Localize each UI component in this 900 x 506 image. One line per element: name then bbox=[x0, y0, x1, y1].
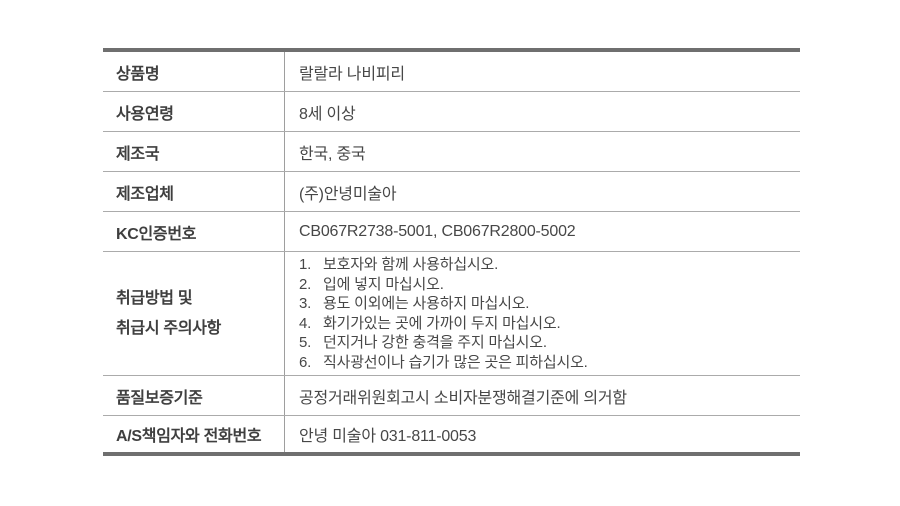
row-value: 안녕 미술아 031-811-0053 bbox=[299, 428, 477, 445]
table-row-kc-certification: KC인증번호 CB067R2738-5001, CB067R2800-5002 bbox=[103, 212, 800, 252]
precaution-text: 화기가있는 곳에 가까이 두지 마십시오. bbox=[323, 314, 561, 332]
row-value: CB067R2738-5001, CB067R2800-5002 bbox=[299, 222, 576, 240]
row-label: 제조국 bbox=[103, 132, 285, 171]
precaution-item: 2. 입에 넣지 마십시오. bbox=[299, 275, 792, 295]
row-label-line: 취급방법 및 bbox=[116, 289, 193, 307]
precaution-number: 3. bbox=[299, 295, 312, 312]
row-label: 사용연령 bbox=[103, 92, 285, 131]
row-label: 제조업체 bbox=[103, 172, 285, 211]
row-value: (주)안녕미술아 bbox=[299, 185, 397, 203]
precaution-item: 6. 직사광선이나 습기가 많은 곳은 피하십시오. bbox=[299, 353, 792, 373]
row-value: 8세 이상 bbox=[299, 105, 356, 123]
table-row-handling-precautions: 취급방법 및 취급시 주의사항 1. 보호자와 함께 사용하십시오. 2. 입에… bbox=[103, 252, 800, 376]
row-label: 상품명 bbox=[103, 52, 285, 91]
precaution-number: 4. bbox=[299, 314, 312, 332]
row-value: 한국, 중국 bbox=[299, 145, 366, 163]
row-label: 품질보증기준 bbox=[103, 376, 285, 415]
table-row-country: 제조국 한국, 중국 bbox=[103, 132, 800, 172]
row-value: 1. 보호자와 함께 사용하십시오. 2. 입에 넣지 마십시오. 3. 용도 … bbox=[285, 252, 800, 375]
precaution-text: 용도 이외에는 사용하지 마십시오. bbox=[323, 295, 530, 312]
precaution-text: 직사광선이나 습기가 많은 곳은 피하십시오. bbox=[323, 353, 588, 371]
precaution-number: 5. bbox=[299, 334, 312, 351]
row-label: KC인증번호 bbox=[103, 212, 285, 251]
table-row-age-range: 사용연령 8세 이상 bbox=[103, 92, 800, 132]
precaution-text: 보호자와 함께 사용하십시오. bbox=[323, 256, 499, 273]
precaution-number: 6. bbox=[299, 353, 312, 371]
row-label-line: 취급시 주의사항 bbox=[116, 319, 222, 337]
precaution-item: 4. 화기가있는 곳에 가까이 두지 마십시오. bbox=[299, 314, 792, 334]
precaution-list: 1. 보호자와 함께 사용하십시오. 2. 입에 넣지 마십시오. 3. 용도 … bbox=[299, 253, 792, 374]
row-label: 취급방법 및 취급시 주의사항 bbox=[103, 252, 285, 375]
table-row-product-name: 상품명 랄랄라 나비피리 bbox=[103, 52, 800, 92]
precaution-item: 5. 던지거나 강한 충격을 주지 마십시오. bbox=[299, 333, 792, 353]
row-value: 공정거래위원회고시 소비자분쟁해결기준에 의거함 bbox=[299, 389, 627, 407]
precaution-item: 3. 용도 이외에는 사용하지 마십시오. bbox=[299, 294, 792, 314]
table-row-as-contact: A/S책임자와 전화번호 안녕 미술아 031-811-0053 bbox=[103, 416, 800, 452]
precaution-text: 던지거나 강한 충격을 주지 마십시오. bbox=[323, 334, 547, 351]
precaution-number: 1. bbox=[299, 256, 312, 273]
precaution-item: 1. 보호자와 함께 사용하십시오. bbox=[299, 255, 792, 275]
precaution-number: 2. bbox=[299, 275, 312, 293]
table-row-manufacturer: 제조업체 (주)안녕미술아 bbox=[103, 172, 800, 212]
precaution-text: 입에 넣지 마십시오. bbox=[323, 275, 444, 293]
row-value: 랄랄라 나비피리 bbox=[299, 65, 405, 83]
row-label: A/S책임자와 전화번호 bbox=[103, 416, 285, 452]
product-info-table: 상품명 랄랄라 나비피리 사용연령 8세 이상 제조국 한국, 중국 제조업체 … bbox=[103, 48, 800, 456]
table-row-warranty-standard: 품질보증기준 공정거래위원회고시 소비자분쟁해결기준에 의거함 bbox=[103, 376, 800, 416]
